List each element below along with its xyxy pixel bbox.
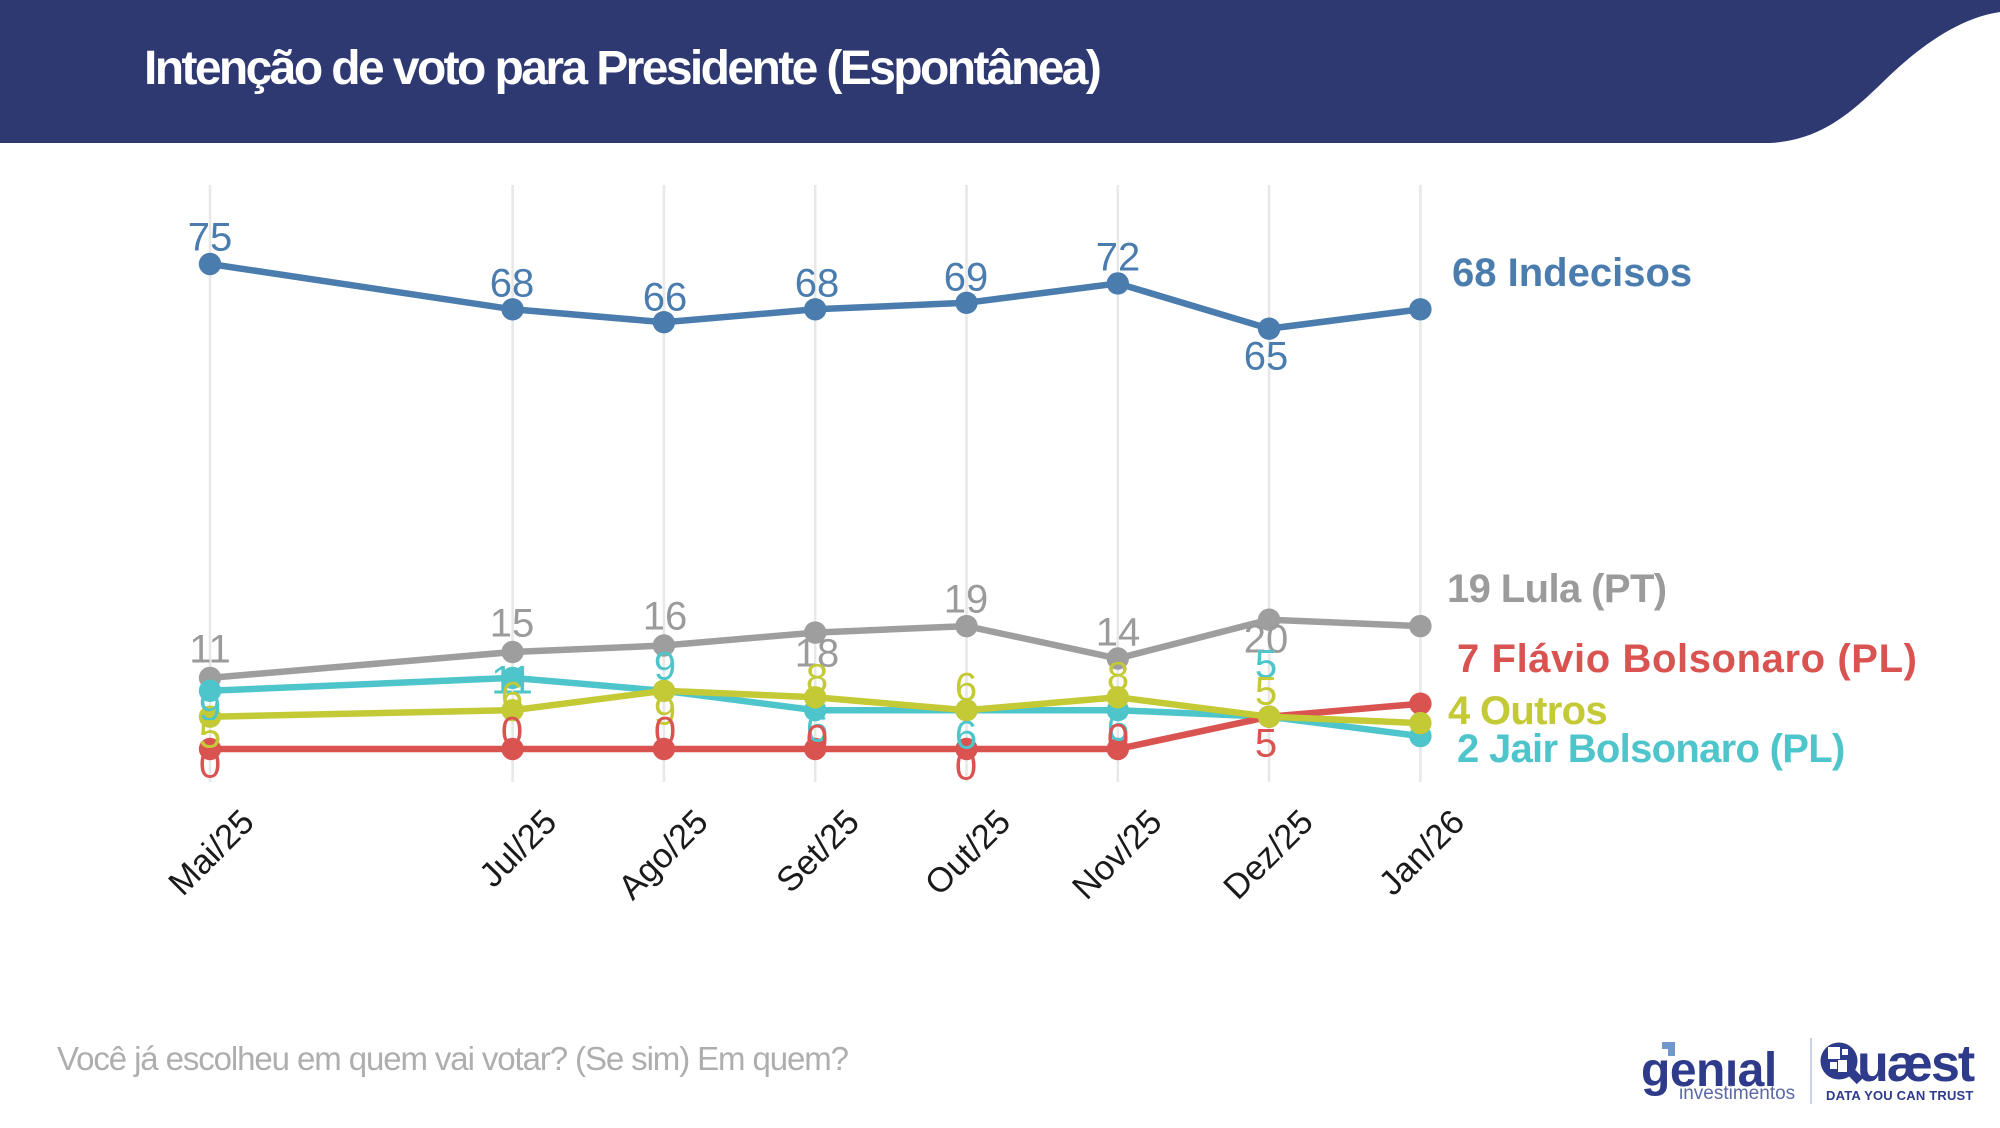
svg-text:genıal: genıal	[1641, 1044, 1777, 1097]
svg-text:0: 0	[501, 710, 523, 754]
svg-text:0: 0	[955, 745, 977, 789]
svg-text:0: 0	[199, 743, 221, 787]
svg-text:Ago/25: Ago/25	[611, 803, 715, 907]
svg-text:Intenção de voto para Presiden: Intenção de voto para Presidente (Espont…	[144, 42, 1100, 95]
svg-text:69: 69	[944, 256, 989, 300]
svg-text:2 Jair Bolsonaro (PL): 2 Jair Bolsonaro (PL)	[1457, 727, 1845, 771]
svg-text:5: 5	[1255, 722, 1277, 766]
svg-text:6: 6	[1107, 706, 1129, 750]
svg-text:8: 8	[806, 657, 828, 701]
svg-text:DATA YOU CAN TRUST: DATA YOU CAN TRUST	[1826, 1088, 1974, 1103]
svg-text:investimentos: investimentos	[1679, 1083, 1795, 1104]
svg-text:6: 6	[955, 714, 977, 758]
svg-text:75: 75	[188, 216, 233, 260]
svg-text:5: 5	[1255, 643, 1277, 687]
svg-text:65: 65	[1244, 335, 1289, 379]
svg-text:9: 9	[654, 690, 676, 734]
svg-text:Você já escolheu em quem vai v: Você já escolheu em quem vai votar? (Se …	[57, 1040, 849, 1077]
svg-text:68: 68	[490, 262, 535, 306]
svg-text:9: 9	[654, 645, 676, 689]
svg-text:Dez/25: Dez/25	[1217, 803, 1321, 907]
svg-text:Jul/25: Jul/25	[472, 803, 564, 895]
svg-text:18: 18	[795, 632, 840, 676]
svg-text:11: 11	[491, 659, 533, 703]
svg-text:11: 11	[189, 628, 231, 672]
svg-text:Jan/26: Jan/26	[1372, 803, 1472, 903]
svg-text:0: 0	[654, 710, 676, 754]
svg-text:uæst: uæst	[1857, 1035, 1975, 1093]
svg-text:6: 6	[806, 707, 828, 751]
svg-text:Out/25: Out/25	[918, 803, 1018, 903]
svg-text:Mai/25: Mai/25	[162, 803, 262, 903]
svg-text:72: 72	[1096, 236, 1141, 280]
svg-text:5: 5	[1255, 670, 1277, 714]
svg-text:7 Flávio Bolsonaro (PL): 7 Flávio Bolsonaro (PL)	[1457, 637, 1918, 681]
svg-text:Set/25: Set/25	[769, 803, 866, 900]
svg-text:4 Outros: 4 Outros	[1448, 689, 1607, 733]
svg-text:66: 66	[643, 276, 688, 320]
svg-text:0: 0	[1107, 717, 1129, 761]
svg-text:8: 8	[1107, 655, 1129, 699]
svg-text:20: 20	[1244, 618, 1289, 662]
svg-text:19 Lula (PT): 19 Lula (PT)	[1447, 567, 1667, 611]
svg-text:6: 6	[955, 666, 977, 710]
svg-text:19: 19	[944, 578, 989, 622]
svg-text:6: 6	[501, 675, 523, 719]
svg-text:15: 15	[490, 602, 535, 646]
svg-text:68 Indecisos: 68 Indecisos	[1452, 251, 1692, 295]
svg-text:5: 5	[199, 713, 221, 757]
svg-text:68: 68	[795, 262, 840, 306]
svg-text:16: 16	[643, 595, 688, 639]
svg-text:0: 0	[806, 718, 828, 762]
svg-text:14: 14	[1096, 611, 1141, 655]
svg-text:Nov/25: Nov/25	[1065, 803, 1169, 907]
svg-text:9: 9	[199, 686, 221, 730]
